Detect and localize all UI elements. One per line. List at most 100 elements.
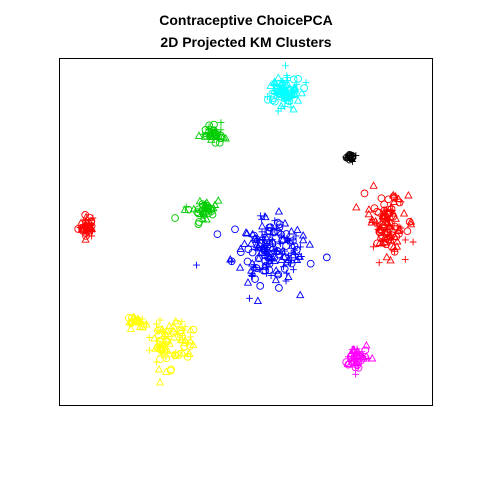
data-point <box>257 212 264 220</box>
data-point <box>208 210 217 219</box>
data-point <box>241 228 251 236</box>
data-point <box>401 256 409 263</box>
data-point <box>362 340 371 349</box>
data-point <box>184 339 192 346</box>
data-point <box>377 194 386 203</box>
data-point <box>154 326 162 335</box>
data-point <box>201 207 210 215</box>
data-point <box>154 364 164 373</box>
data-point <box>277 230 285 239</box>
data-point <box>273 226 281 234</box>
data-point <box>217 126 225 134</box>
data-point <box>138 315 146 323</box>
data-point <box>274 207 284 215</box>
data-point <box>204 125 212 133</box>
data-point <box>179 327 187 334</box>
data-point <box>213 230 222 239</box>
data-point <box>390 232 399 240</box>
data-point <box>389 190 398 199</box>
data-point <box>247 239 256 247</box>
data-point <box>386 255 395 264</box>
data-point <box>275 284 283 292</box>
data-point <box>285 84 295 92</box>
data-point <box>284 237 291 245</box>
data-point <box>268 96 277 105</box>
data-point <box>382 252 391 261</box>
data-point <box>273 218 282 227</box>
data-point <box>384 235 392 244</box>
data-point <box>264 95 272 104</box>
data-point <box>77 224 87 232</box>
data-point <box>146 346 153 354</box>
data-point <box>254 244 262 252</box>
data-point <box>409 238 417 246</box>
data-point <box>254 254 263 262</box>
data-point <box>212 130 221 139</box>
data-point <box>235 263 245 271</box>
data-point <box>298 231 308 239</box>
data-point <box>290 266 297 274</box>
data-point <box>288 241 297 249</box>
data-point <box>242 228 252 237</box>
data-point <box>261 212 270 221</box>
data-point <box>389 242 398 251</box>
data-point <box>272 81 281 89</box>
data-point <box>208 132 217 140</box>
data-point <box>129 312 138 321</box>
data-point <box>286 89 296 98</box>
data-point <box>215 138 224 147</box>
data-point <box>397 224 405 232</box>
data-point <box>266 223 275 232</box>
data-point <box>202 131 211 140</box>
data-point <box>278 247 287 255</box>
data-point <box>156 337 165 346</box>
data-point <box>85 228 94 237</box>
data-point <box>194 205 203 214</box>
data-point <box>221 133 230 142</box>
data-point <box>376 222 385 231</box>
data-point <box>171 316 180 325</box>
data-point <box>252 240 262 248</box>
data-point <box>375 238 384 246</box>
data-point <box>389 192 398 201</box>
data-point <box>395 223 403 231</box>
data-point <box>386 233 395 241</box>
data-point <box>364 209 373 218</box>
data-point <box>282 79 290 86</box>
chart-title-line-1: Contraceptive ChoicePCA <box>159 12 332 28</box>
data-point <box>277 101 286 110</box>
data-point <box>201 200 210 208</box>
data-point <box>395 225 404 233</box>
data-point <box>288 250 297 259</box>
data-point <box>83 230 91 238</box>
data-point <box>161 329 169 336</box>
data-point <box>153 320 160 328</box>
data-point <box>352 370 359 378</box>
data-point <box>391 214 400 222</box>
data-point <box>348 345 356 353</box>
data-point <box>270 77 279 86</box>
data-point <box>270 97 279 106</box>
data-point <box>357 356 365 365</box>
data-point <box>264 256 272 264</box>
data-point <box>290 83 300 91</box>
data-point <box>236 244 245 252</box>
data-point <box>280 263 287 271</box>
data-point <box>228 257 235 265</box>
data-point <box>294 255 302 263</box>
data-point <box>299 235 308 244</box>
data-point <box>282 62 289 70</box>
data-point <box>375 228 384 237</box>
data-point <box>256 282 265 290</box>
data-point <box>370 243 377 251</box>
data-point <box>284 272 293 281</box>
data-point <box>359 354 368 362</box>
data-point <box>281 83 289 91</box>
data-point <box>205 205 213 213</box>
data-point <box>373 207 381 216</box>
data-point <box>181 323 189 331</box>
data-point <box>169 332 179 341</box>
data-point <box>194 220 203 228</box>
data-point <box>391 247 398 255</box>
